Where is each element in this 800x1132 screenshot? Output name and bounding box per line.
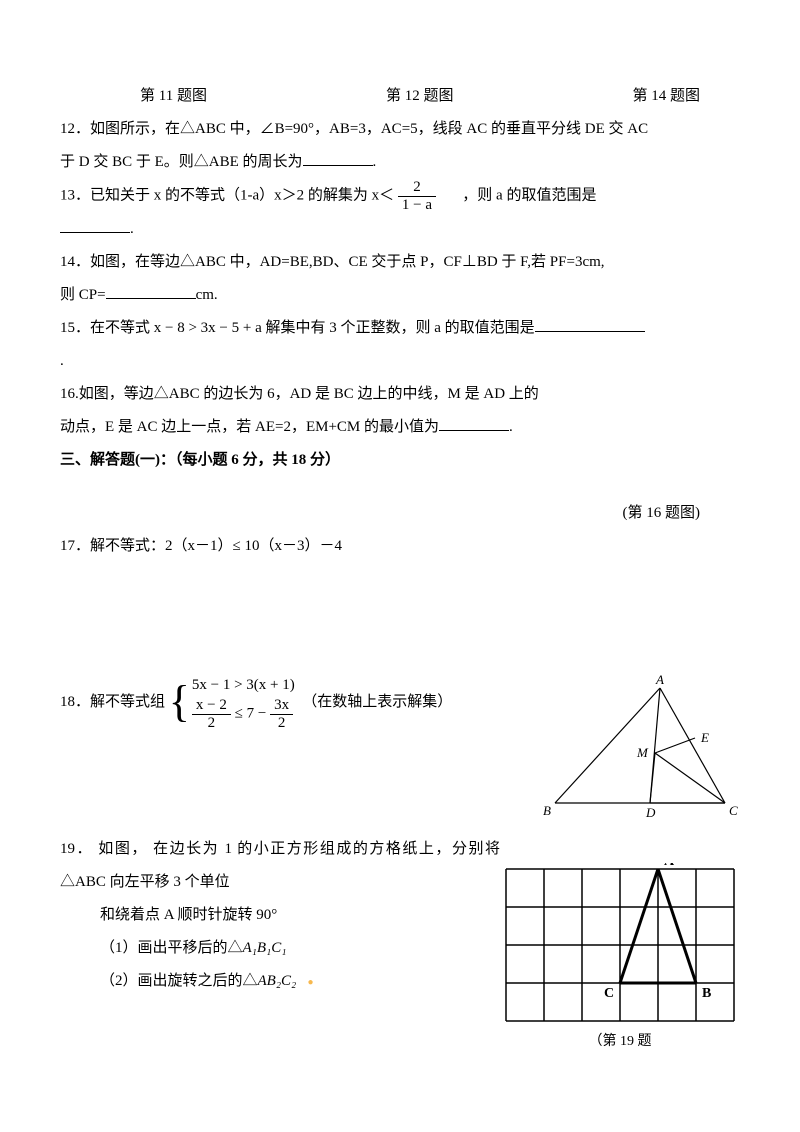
q19-s2b: AB₂C₂ xyxy=(258,973,297,989)
q18-eq2-lnum: x − 2 xyxy=(192,697,231,715)
q18-eq1: 5x − 1 > 3(x + 1) xyxy=(192,673,295,697)
q13-fraction: 2 1 − a xyxy=(398,179,436,213)
dot-icon: ● xyxy=(308,977,314,988)
q12-line2: 于 D 交 BC 于 E。则△ABE 的周长为. xyxy=(60,146,740,179)
q13-line2: . xyxy=(60,213,740,246)
q14-blank xyxy=(106,283,196,299)
q19-sub1: （1）画出平移后的△A₁B₁C₁ xyxy=(60,932,500,965)
grid-figure: A B C （第 19 题 xyxy=(500,833,740,1058)
q14-l2a: 则 CP= xyxy=(60,287,106,303)
q18-eq2-rnum: 3x xyxy=(270,697,293,715)
q14-l2b: cm. xyxy=(196,287,218,303)
q13-line1: 13．已知关于 x 的不等式（1-a）x＞2 的解集为 x＜ 2 1 − a ，… xyxy=(60,179,740,213)
q12-line1: 12．如图所示，在△ABC 中，∠B=90°，AB=3，AC=5，线段 AC 的… xyxy=(60,113,740,146)
q19-sub2: （2）画出旋转之后的△AB₂C₂ ● xyxy=(60,965,500,998)
q19-line2: 和绕着点 A 顺时针旋转 90° xyxy=(60,899,500,932)
q19-s1a: （1）画出平移后的△ xyxy=(100,940,243,956)
q12-l2b: . xyxy=(373,154,377,170)
q16-l2b: . xyxy=(509,419,513,435)
section-3-title: 三、解答题(一)：（每小题 6 分，共 18 分） xyxy=(60,444,740,477)
q18-eq2: x − 22 ≤ 7 − 3x2 xyxy=(192,697,295,731)
q13-den: 1 − a xyxy=(398,197,436,214)
q16-line2: 动点，E 是 AC 边上一点，若 AE=2，EM+CM 的最小值为. xyxy=(60,411,740,444)
q15-line1: 15．在不等式 x − 8 > 3x − 5 + a 解集中有 3 个正整数，则… xyxy=(60,312,740,345)
q16-l2a: 动点，E 是 AC 边上一点，若 AE=2，EM+CM 的最小值为 xyxy=(60,419,439,435)
svg-text:A: A xyxy=(664,863,675,869)
q15-line2: . xyxy=(60,345,740,378)
q13-l2: . xyxy=(130,221,134,237)
q16-line1: 16.如图，等边△ABC 的边长为 6，AD 是 BC 边上的中线，M 是 AD… xyxy=(60,378,740,411)
svg-text:E: E xyxy=(700,730,709,745)
q13-num: 2 xyxy=(398,179,436,197)
svg-text:C: C xyxy=(604,986,614,1001)
triangle-figure: A B C D E M xyxy=(540,673,740,823)
q19-line1: 19． 如图， 在边长为 1 的小正方形组成的方格纸上，分别将△ABC 向左平移… xyxy=(60,833,500,899)
q15-blank xyxy=(535,316,645,332)
svg-text:D: D xyxy=(645,805,656,820)
q19-s1b: A₁B₁C₁ xyxy=(243,940,287,956)
caption-11: 第 11 题图 xyxy=(140,80,207,113)
q19-s2a: （2）画出旋转之后的△ xyxy=(100,973,258,989)
q18-brace-group: { 5x − 1 > 3(x + 1) x − 22 ≤ 7 − 3x2 xyxy=(169,673,295,731)
q13-blank xyxy=(60,217,130,233)
svg-text:B: B xyxy=(543,803,551,818)
q18: 18．解不等式组 { 5x − 1 > 3(x + 1) x − 22 ≤ 7 … xyxy=(60,673,540,731)
q12-l2-text: 于 D 交 BC 于 E。则△ABE 的周长为 xyxy=(60,154,303,170)
fig16-caption: (第 16 题图) xyxy=(60,497,740,530)
brace-icon: { xyxy=(169,680,190,724)
q16-blank xyxy=(439,415,509,431)
svg-text:C: C xyxy=(729,803,738,818)
q18-lead: 18．解不等式组 xyxy=(60,686,165,719)
q18-tail: （在数轴上表示解集） xyxy=(302,686,452,719)
svg-text:B: B xyxy=(702,986,711,1001)
q14-line1: 14．如图，在等边△ABC 中，AD=BE,BD、CE 交于点 P，CF⊥BD … xyxy=(60,246,740,279)
q18-eq2-lden: 2 xyxy=(192,715,231,732)
q12-blank xyxy=(303,150,373,166)
svg-text:A: A xyxy=(655,673,664,687)
caption-14: 第 14 题图 xyxy=(632,80,700,113)
q15-l1a: 15．在不等式 x − 8 > 3x − 5 + a 解集中有 3 个正整数，则… xyxy=(60,320,535,336)
q18-eq2-rden: 2 xyxy=(270,715,293,732)
q14-line2: 则 CP= cm. xyxy=(60,279,740,312)
svg-text:M: M xyxy=(636,745,649,760)
q18-eq2-mid: ≤ 7 − xyxy=(235,705,270,721)
fig19-caption: （第 19 题 xyxy=(500,1027,740,1058)
q13-l1a: 13．已知关于 x 的不等式（1-a）x＞2 的解集为 x＜ xyxy=(60,187,394,203)
caption-12: 第 12 题图 xyxy=(386,80,454,113)
q13-l1b: ，则 a 的取值范围是 xyxy=(462,187,596,203)
q17: 17．解不等式：2（x－1）≤ 10（x－3）－4 xyxy=(60,530,740,563)
